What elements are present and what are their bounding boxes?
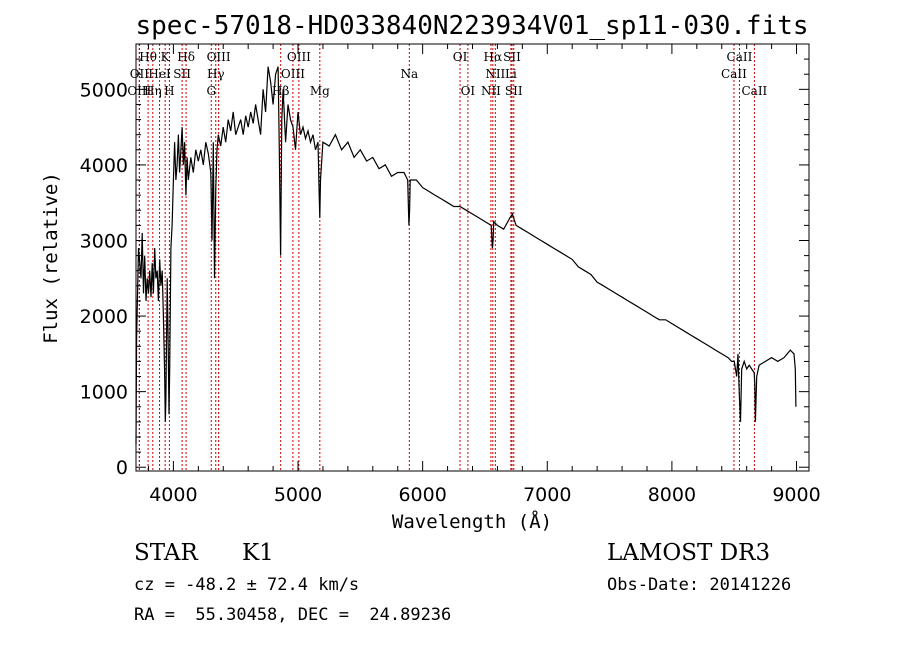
line-label-2: Hδ [177, 50, 195, 64]
line-label-23: Mg [310, 84, 330, 98]
line-label-3: OIII [207, 50, 231, 64]
x-tick-label-3: 7000 [523, 484, 571, 506]
line-label-16: Li [505, 67, 517, 81]
y-axis-ticks: 0 1000 2000 3000 4000 5000 [80, 58, 809, 479]
x-axis-ticks: 4000 5000 6000 7000 8000 9000 [147, 44, 821, 506]
line-label-10: HeI [148, 67, 171, 81]
line-label-0: Hθ [139, 50, 157, 64]
line-label-1: K [161, 50, 171, 64]
line-label-15: NII [485, 67, 505, 81]
x-tick-label-5: 9000 [772, 484, 820, 506]
line-label-26: SII [505, 84, 523, 98]
line-label-18: OIII [127, 84, 151, 98]
line-label-12: Hγ [207, 67, 225, 81]
redshift-readout: cz = -48.2 ± 72.4 km/s [134, 575, 359, 595]
line-label-6: Hα [484, 50, 503, 64]
y-tick-label-0: 0 [116, 457, 128, 479]
y-tick-label-4: 4000 [80, 155, 128, 177]
spectrum-line [135, 66, 797, 445]
line-label-27: CaII [741, 84, 767, 98]
coordinates: RA = 55.30458, DEC = 24.89236 [134, 605, 451, 625]
object-class: STAR [134, 540, 198, 566]
spectral-line-markers [138, 44, 755, 471]
subclass: K1 [242, 540, 274, 566]
line-label-5: OI [453, 50, 468, 64]
line-label-21: G [206, 84, 216, 98]
line-label-8: CaII [727, 50, 753, 64]
y-tick-label-2: 2000 [80, 306, 128, 328]
line-label-24: OI [461, 84, 476, 98]
x-tick-label-0: 4000 [149, 484, 197, 506]
x-tick-label-1: 5000 [274, 484, 322, 506]
survey-name: LAMOST DR3 [607, 540, 770, 566]
y-tick-label-1: 1000 [80, 382, 128, 404]
line-label-19: Hη [144, 84, 162, 98]
line-label-14: Na [400, 67, 418, 81]
y-axis-label: Flux (relative) [40, 172, 62, 344]
x-tick-label-4: 8000 [648, 484, 696, 506]
line-label-4: OIII [287, 50, 311, 64]
line-label-17: CaII [721, 67, 747, 81]
line-label-25: NII [481, 84, 501, 98]
chart-title: spec-57018-HD033840N223934V01_sp11-030.f… [135, 11, 808, 41]
line-label-11: SII [173, 67, 191, 81]
x-axis-label: Wavelength (Å) [392, 510, 552, 533]
line-label-13: OIII [281, 67, 305, 81]
line-label-22: Hβ [272, 84, 289, 98]
obs-date: Obs-Date: 20141226 [607, 575, 791, 595]
y-tick-label-5: 5000 [80, 79, 128, 101]
x-tick-label-2: 6000 [398, 484, 446, 506]
line-label-7: SII [503, 50, 521, 64]
plot-frame [135, 43, 810, 472]
line-label-20: H [164, 84, 174, 98]
y-tick-label-3: 3000 [80, 230, 128, 252]
